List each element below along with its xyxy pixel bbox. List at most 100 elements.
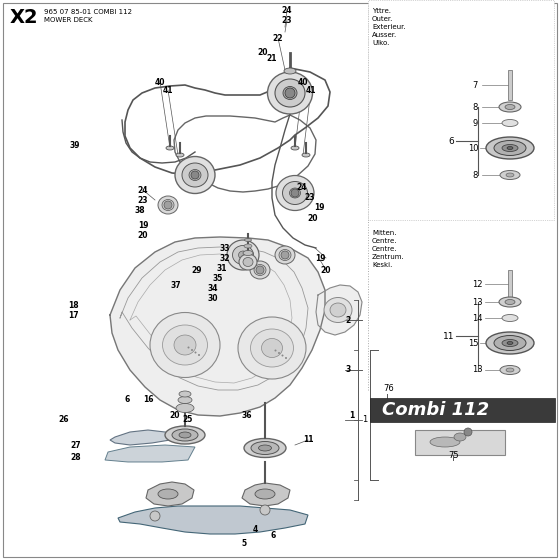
Circle shape — [285, 357, 287, 359]
Text: 19: 19 — [315, 254, 325, 263]
Ellipse shape — [505, 105, 515, 110]
Text: 75: 75 — [448, 451, 459, 460]
Text: 18: 18 — [68, 301, 78, 310]
Text: 19: 19 — [314, 203, 324, 212]
Text: 20: 20 — [258, 48, 268, 57]
Ellipse shape — [179, 391, 191, 397]
Polygon shape — [105, 445, 195, 462]
Ellipse shape — [486, 137, 534, 159]
Ellipse shape — [507, 147, 513, 150]
Ellipse shape — [227, 240, 259, 270]
Ellipse shape — [494, 141, 526, 156]
Text: 1: 1 — [380, 410, 385, 419]
Ellipse shape — [324, 297, 352, 323]
Ellipse shape — [506, 368, 514, 372]
Ellipse shape — [330, 303, 346, 317]
Ellipse shape — [499, 102, 521, 112]
Ellipse shape — [262, 338, 282, 357]
Text: 40: 40 — [155, 77, 165, 86]
Text: 6: 6 — [270, 530, 276, 539]
Text: 20: 20 — [308, 213, 318, 222]
Text: 13: 13 — [472, 366, 483, 375]
Ellipse shape — [283, 86, 297, 100]
Text: 36: 36 — [242, 410, 252, 419]
Circle shape — [278, 352, 280, 354]
Ellipse shape — [244, 438, 286, 458]
Text: 30: 30 — [208, 293, 218, 302]
Ellipse shape — [162, 325, 208, 365]
Circle shape — [191, 171, 199, 179]
Ellipse shape — [239, 254, 257, 270]
Text: 23: 23 — [305, 193, 315, 202]
Ellipse shape — [500, 366, 520, 375]
Text: 22: 22 — [273, 34, 283, 43]
Ellipse shape — [502, 144, 518, 152]
Text: Centre.: Centre. — [372, 246, 398, 252]
Ellipse shape — [250, 329, 293, 367]
Text: 40: 40 — [298, 77, 308, 86]
Ellipse shape — [276, 175, 314, 211]
Ellipse shape — [179, 432, 191, 438]
Text: 7: 7 — [472, 81, 477, 90]
Ellipse shape — [290, 188, 301, 198]
Circle shape — [194, 352, 197, 353]
Circle shape — [274, 349, 277, 352]
Polygon shape — [110, 430, 182, 445]
Text: 19: 19 — [138, 221, 148, 230]
Text: 24: 24 — [138, 185, 148, 194]
Text: 16: 16 — [143, 395, 153, 404]
Ellipse shape — [506, 173, 514, 177]
Ellipse shape — [268, 72, 312, 114]
Ellipse shape — [275, 79, 305, 107]
Ellipse shape — [502, 315, 518, 321]
Bar — [370, 398, 555, 422]
Ellipse shape — [158, 489, 178, 499]
Circle shape — [464, 428, 472, 436]
Ellipse shape — [182, 163, 208, 187]
Text: 41: 41 — [306, 86, 316, 95]
Text: Mitten.: Mitten. — [372, 230, 396, 236]
Text: 14: 14 — [472, 314, 483, 323]
Text: Outer.: Outer. — [372, 16, 393, 22]
Ellipse shape — [176, 404, 194, 413]
Ellipse shape — [174, 335, 196, 355]
Text: 1: 1 — [362, 416, 367, 424]
Text: 76: 76 — [383, 384, 394, 393]
Ellipse shape — [244, 244, 252, 248]
Ellipse shape — [250, 261, 270, 279]
Text: Exterieur.: Exterieur. — [372, 24, 405, 30]
Ellipse shape — [243, 258, 253, 267]
Ellipse shape — [158, 196, 178, 214]
Text: 28: 28 — [71, 454, 81, 463]
Text: 13: 13 — [472, 297, 483, 306]
Circle shape — [191, 349, 193, 351]
Circle shape — [164, 201, 172, 209]
Text: 41: 41 — [163, 86, 173, 95]
Text: 23: 23 — [282, 16, 292, 25]
Text: Zentrum.: Zentrum. — [372, 254, 405, 260]
Ellipse shape — [500, 170, 520, 180]
Ellipse shape — [275, 246, 295, 264]
Ellipse shape — [150, 312, 220, 377]
Text: 20: 20 — [170, 410, 180, 419]
Text: 27: 27 — [71, 441, 81, 450]
Text: 20: 20 — [138, 231, 148, 240]
Circle shape — [291, 189, 299, 197]
Polygon shape — [118, 506, 308, 534]
Ellipse shape — [243, 250, 253, 255]
Ellipse shape — [502, 119, 518, 127]
Text: 35: 35 — [213, 273, 223, 282]
Ellipse shape — [239, 251, 248, 259]
Text: Centre.: Centre. — [372, 238, 398, 244]
Text: 9: 9 — [472, 119, 477, 128]
Ellipse shape — [259, 445, 272, 451]
Circle shape — [198, 354, 200, 356]
Ellipse shape — [282, 181, 307, 204]
Ellipse shape — [232, 245, 254, 264]
Text: 31: 31 — [217, 264, 227, 273]
Ellipse shape — [430, 437, 460, 447]
Ellipse shape — [178, 396, 192, 404]
Text: 4: 4 — [253, 525, 258, 534]
Circle shape — [188, 347, 189, 348]
Ellipse shape — [172, 429, 198, 441]
